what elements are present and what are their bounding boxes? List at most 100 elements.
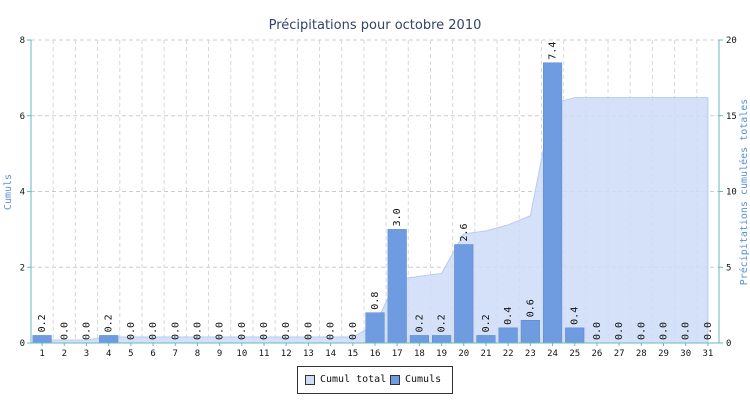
data-labels: 0.2 0.0 0.0 0.2 0.0 0.0 0.0 0.0 0.0 0.0 0.0 0.0 0.0 0… [37,42,714,340]
y-tick-label: 4 [20,188,25,198]
y2-axis-label: Précipitations cumulées totales [738,99,750,286]
data-label-day-9: 0.0 [215,322,226,340]
data-label-day-11: 0.0 [259,322,270,340]
data-label-day-28: 0.0 [636,322,647,340]
bar-day-18 [409,335,429,344]
data-label-day-16: 0.8 [370,292,381,310]
data-label-day-14: 0.0 [326,322,337,340]
bar-day-1 [32,335,52,344]
data-label-day-7: 0.0 [170,322,181,340]
legend-item-cumul-total: Cumul total [305,374,386,385]
y2-tick-label: 10 [726,188,737,198]
x-tick-label: 17 [392,349,403,359]
data-label-day-17: 3.0 [392,208,403,226]
y2-tick-label: 5 [726,263,731,273]
data-label-day-30: 0.0 [681,322,692,340]
bar-day-16 [365,312,385,344]
y-tick-label: 6 [20,112,25,122]
x-tick-label: 29 [658,349,669,359]
x-tick-label: 16 [370,349,381,359]
x-tick-label: 6 [150,349,155,359]
data-label-day-8: 0.0 [192,322,203,340]
x-tick-label: 13 [303,349,314,359]
x-tick-label: 31 [702,349,713,359]
x-tick-label: 10 [236,349,247,359]
x-tick-label: 28 [636,349,647,359]
data-label-day-24: 7.4 [548,42,559,60]
x-tick-label: 20 [458,349,469,359]
data-label-day-4: 0.2 [104,314,115,332]
bar-day-22 [498,327,518,344]
data-label-day-18: 0.2 [414,314,425,332]
y-tick-label: 8 [20,36,25,46]
x-tick-label: 7 [173,349,178,359]
x-tick-label: 11 [259,349,270,359]
data-label-day-31: 0.0 [703,322,714,340]
x-tick-label: 25 [569,349,580,359]
data-label-day-27: 0.0 [614,322,625,340]
x-tick-label: 14 [325,349,336,359]
bar-day-19 [432,335,452,344]
data-label-day-5: 0.0 [126,322,137,340]
x-tick-label: 3 [84,349,89,359]
legend-label-cumuls: Cumuls [405,374,442,385]
y2-tick-label: 20 [726,36,737,46]
legend-swatch-cumul-total [305,374,315,385]
bar-day-24 [542,62,563,344]
x-tick-label: 8 [195,349,200,359]
y-tick-label: 2 [20,263,25,273]
x-tick-label: 5 [128,349,133,359]
bar-series [32,62,585,344]
legend-item-cumuls: Cumuls [390,374,441,385]
x-tick-label: 18 [414,349,425,359]
x-tick-label: 9 [217,349,222,359]
data-label-day-22: 0.4 [503,307,514,325]
data-label-day-21: 0.2 [481,314,492,332]
legend-label-cumul-total: Cumul total [320,374,387,385]
y-tick-label: 0 [20,339,25,349]
data-label-day-15: 0.0 [348,322,359,340]
data-label-day-20: 2.6 [459,223,470,241]
x-tick-label: 23 [525,349,536,359]
bar-day-23 [520,320,540,344]
x-tick-label: 26 [592,349,603,359]
data-label-day-10: 0.0 [237,322,248,340]
bar-day-4 [99,335,119,344]
x-tick-label: 19 [436,349,447,359]
data-label-day-1: 0.2 [37,314,48,332]
y2-tick-label: 15 [726,112,737,122]
data-label-day-13: 0.0 [303,322,314,340]
cumulative-area [41,97,709,344]
data-label-day-26: 0.0 [592,322,603,340]
chart-title: Précipitations pour octobre 2010 [269,18,482,33]
bar-day-17 [387,229,407,344]
chart-legend: Cumul total Cumuls [297,366,453,394]
data-label-day-2: 0.0 [59,322,70,340]
data-label-day-12: 0.0 [281,322,292,340]
bar-day-21 [476,335,496,344]
x-tick-label: 1 [39,349,44,359]
x-tick-label: 22 [503,349,514,359]
x-tick-label: 2 [62,349,67,359]
data-label-day-29: 0.0 [659,322,670,340]
x-tick-label: 24 [547,349,558,359]
bar-day-20 [454,244,474,344]
data-label-day-19: 0.2 [437,314,448,332]
y2-tick-label: 0 [726,339,731,349]
y-axis-label: Cumuls [3,174,14,210]
cumulative-area-path [41,97,709,344]
x-tick-label: 15 [347,349,358,359]
x-tick-label: 12 [281,349,292,359]
x-tick-label: 21 [481,349,492,359]
legend-swatch-cumuls [390,374,400,385]
x-tick-label: 27 [614,349,625,359]
data-label-day-25: 0.4 [570,307,581,325]
data-label-day-3: 0.0 [81,322,92,340]
data-label-day-23: 0.6 [525,299,536,317]
x-tick-label: 4 [106,349,111,359]
bar-day-25 [565,327,585,344]
x-tick-label: 30 [680,349,691,359]
data-label-day-6: 0.0 [148,322,159,340]
